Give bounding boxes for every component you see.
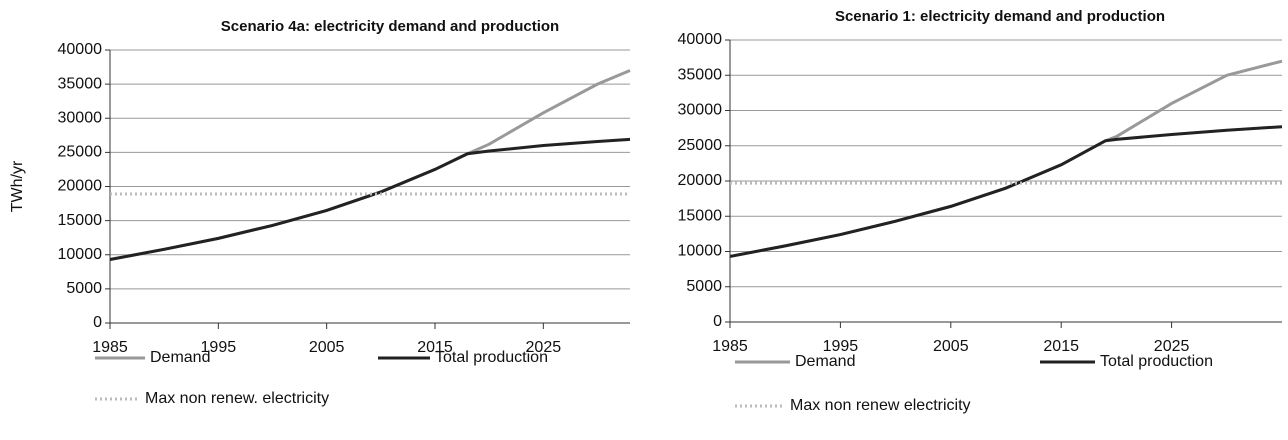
chart-title: Scenario 4a: electricity demand and prod… — [221, 18, 559, 35]
line-series — [109, 69, 631, 262]
y-tick-label: 35000 — [58, 75, 103, 92]
line-series — [729, 125, 1283, 258]
y-tick-label: 15000 — [678, 207, 723, 224]
y-tick-label: 20000 — [58, 178, 103, 195]
legend-label: Demand — [150, 349, 210, 366]
legend-label: Total production — [1100, 353, 1213, 370]
y-tick-label: 0 — [93, 314, 102, 331]
y-tick-label: 40000 — [58, 41, 103, 58]
x-tick-label: 1985 — [92, 339, 128, 356]
y-tick-label: 30000 — [58, 109, 103, 126]
y-tick-label: 20000 — [678, 172, 723, 189]
y-tick-label: 15000 — [58, 212, 103, 229]
y-axis-label: TWh/yr — [9, 160, 26, 212]
y-tick-label: 10000 — [58, 246, 103, 263]
x-tick-label: 2015 — [1043, 338, 1079, 355]
y-tick-label: 5000 — [686, 278, 722, 295]
y-tick-label: 25000 — [58, 144, 103, 161]
y-tick-label: 25000 — [678, 137, 723, 154]
legend-label: Max non renew electricity — [790, 397, 971, 414]
x-tick-label: 2015 — [417, 339, 453, 356]
x-tick-label: 1995 — [201, 339, 237, 356]
legend-label: Max non renew. electricity — [145, 390, 329, 407]
line-series — [109, 137, 631, 262]
line-series — [729, 59, 1283, 258]
x-tick-label: 2005 — [933, 338, 969, 355]
x-tick-label: 1995 — [823, 338, 859, 355]
legend-label: Total production — [435, 349, 548, 366]
y-tick-label: 5000 — [66, 280, 102, 297]
x-tick-label: 2025 — [526, 339, 562, 356]
x-tick-label: 1985 — [712, 338, 748, 355]
y-tick-label: 30000 — [678, 102, 723, 119]
y-tick-label: 40000 — [678, 31, 723, 48]
legend-label: Demand — [795, 353, 855, 370]
y-tick-label: 35000 — [678, 66, 723, 83]
chart-title: Scenario 1: electricity demand and produ… — [835, 8, 1165, 25]
x-tick-label: 2025 — [1154, 338, 1190, 355]
y-tick-label: 10000 — [678, 243, 723, 260]
y-tick-label: 0 — [713, 313, 722, 330]
x-tick-label: 2005 — [309, 339, 345, 356]
